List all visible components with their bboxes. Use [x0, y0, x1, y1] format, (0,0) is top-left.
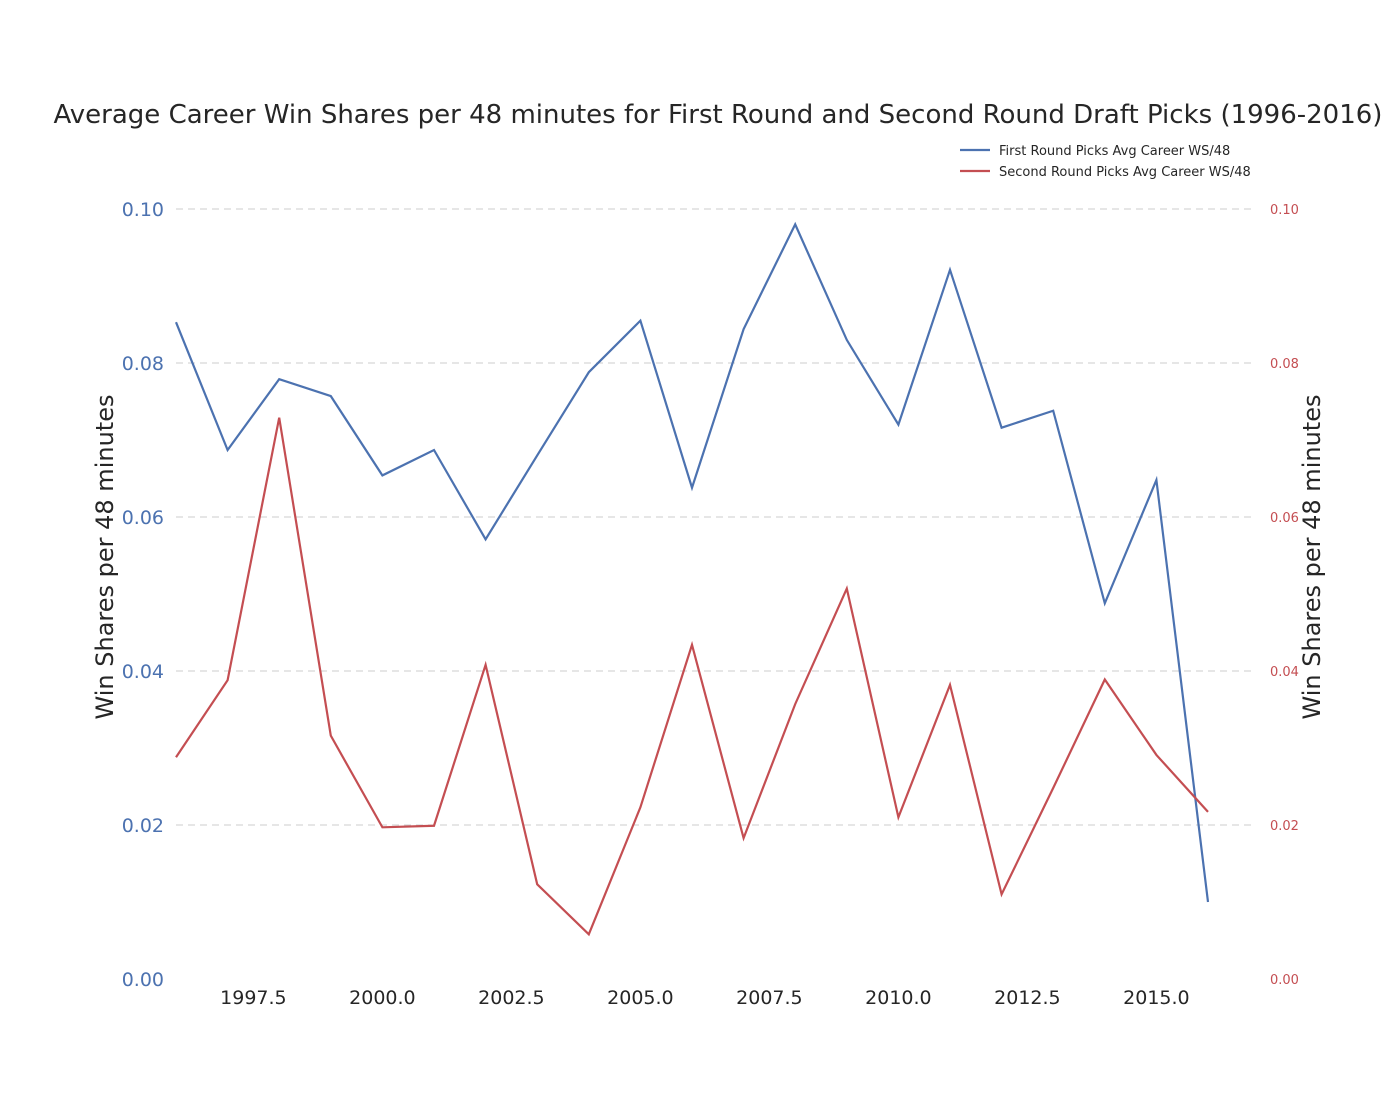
legend-entry-second-round: Second Round Picks Avg Career WS/48	[960, 165, 1251, 180]
y-tick-left-1: 0.02	[122, 815, 164, 837]
chart-title: Average Career Win Shares per 48 minutes…	[54, 100, 1383, 130]
x-tick-7: 2015.0	[1123, 987, 1189, 1009]
x-tick-3: 2005.0	[607, 987, 673, 1009]
x-tick-5: 2010.0	[865, 987, 931, 1009]
y-tick-left-5: 0.10	[122, 199, 164, 221]
y-axis-label-left: Win Shares per 48 minutes	[91, 395, 119, 720]
y-tick-right-2: 0.04	[1270, 665, 1299, 680]
legend-label-second-round: Second Round Picks Avg Career WS/48	[999, 165, 1251, 180]
series-line-first-round	[174, 221, 1210, 903]
x-tick-4: 2007.5	[736, 987, 802, 1009]
x-tick-0: 1997.5	[220, 987, 286, 1009]
legend-label-first-round: First Round Picks Avg Career WS/48	[999, 144, 1230, 159]
legend-entry-first-round: First Round Picks Avg Career WS/48	[960, 144, 1230, 159]
axis-labels: 0.00 0.00 0.02 0.02 0.04 0.04 0.06 0.06 0.08 0.08…	[122, 199, 1299, 1009]
series-line-second-round	[175, 417, 1209, 937]
y-axis-label-right: Win Shares per 48 minutes	[1298, 395, 1326, 720]
y-tick-right-3: 0.06	[1270, 511, 1299, 526]
y-tick-right-1: 0.02	[1270, 819, 1299, 834]
series-layer	[174, 221, 1210, 937]
x-tick-2: 2002.5	[478, 987, 544, 1009]
y-tick-left-2: 0.04	[122, 661, 164, 683]
y-tick-right-4: 0.08	[1270, 357, 1299, 372]
y-tick-right-5: 0.10	[1270, 203, 1299, 218]
legend: First Round Picks Avg Career WS/48 Secon…	[960, 144, 1251, 180]
x-tick-1: 2000.0	[349, 987, 415, 1009]
y-tick-right-0: 0.00	[1270, 973, 1299, 988]
x-tick-6: 2012.5	[994, 987, 1060, 1009]
y-tick-left-3: 0.06	[122, 507, 164, 529]
y-tick-left-0: 0.00	[122, 969, 164, 991]
grid-lines	[176, 208, 1252, 826]
y-tick-left-4: 0.08	[122, 353, 164, 375]
